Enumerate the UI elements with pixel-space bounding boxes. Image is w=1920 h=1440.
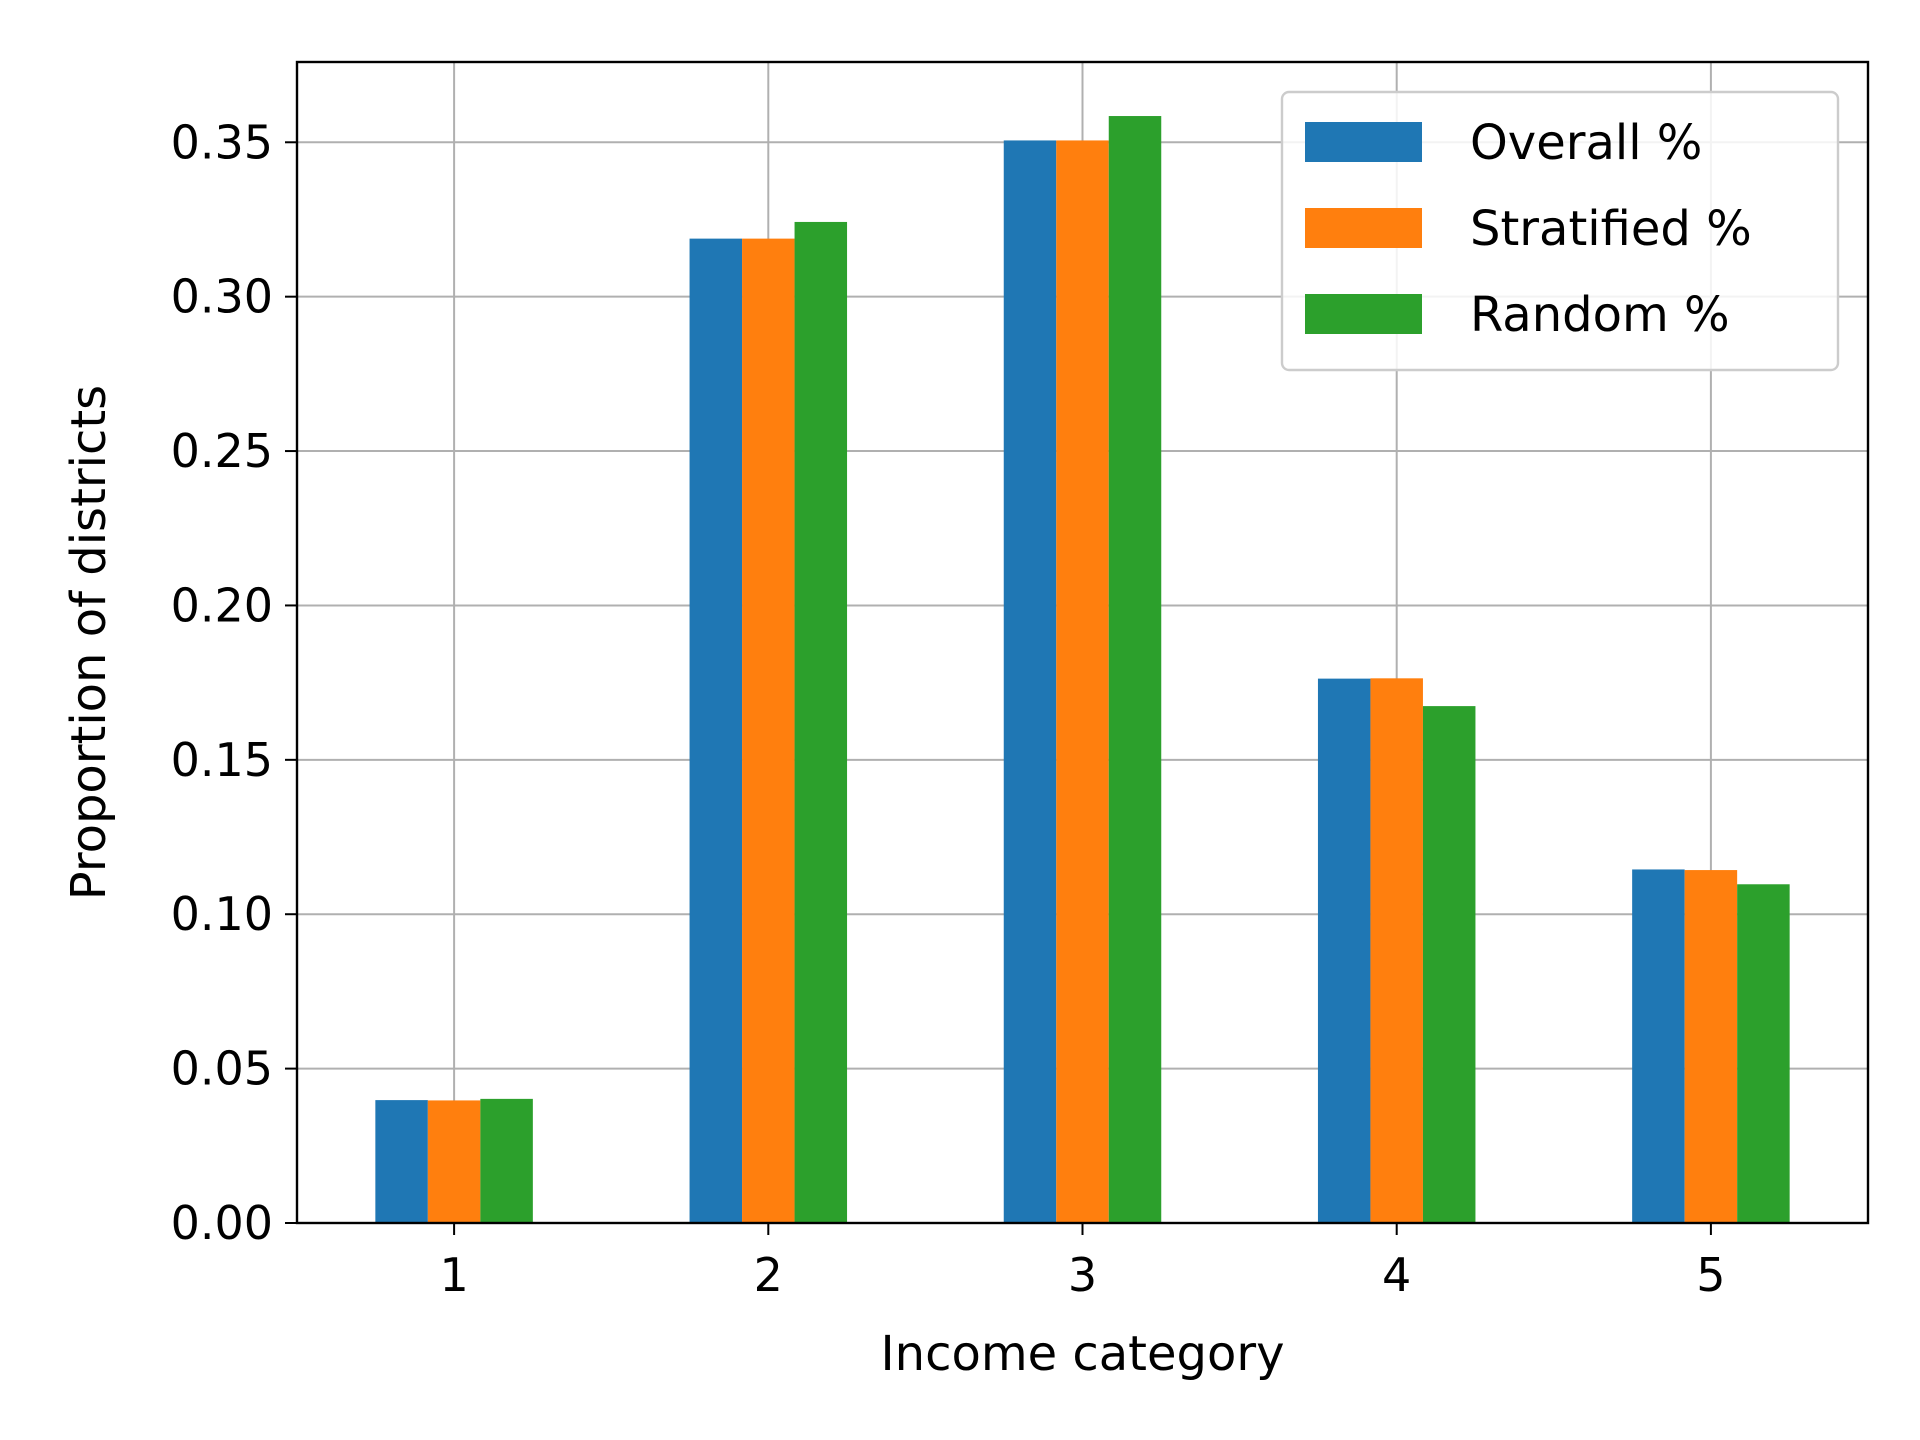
x-tick-label: 2: [754, 1248, 783, 1302]
y-tick-label: 0.35: [171, 115, 273, 169]
bar: [794, 221, 848, 1223]
bar: [689, 238, 743, 1223]
bar: [1684, 870, 1738, 1223]
legend-swatch: [1305, 122, 1422, 162]
bar: [1056, 140, 1109, 1224]
y-tick-label: 0.30: [171, 270, 273, 324]
legend-swatch: [1305, 294, 1422, 334]
bar: [1317, 678, 1371, 1223]
legend-label: Random %: [1470, 287, 1730, 343]
axis-ticks: 0.00 0.05 0.10 0.15 0.20 0.25 0.30 0.35 1 2 3 4 5: [171, 115, 1726, 1302]
bar: [1737, 884, 1790, 1223]
x-tick-label: 3: [1068, 1248, 1097, 1302]
bar: [1108, 116, 1162, 1224]
legend-swatch: [1305, 208, 1422, 248]
y-tick-label: 0.20: [171, 578, 273, 632]
x-tick-label: 5: [1696, 1248, 1725, 1302]
bar: [1632, 869, 1685, 1223]
legend: Overall % Stratified % Random %: [1280, 90, 1840, 372]
bar: [480, 1098, 533, 1223]
x-tick-label: 1: [439, 1248, 468, 1302]
y-tick-label: 0.15: [171, 733, 273, 787]
bar: [427, 1100, 481, 1223]
bars: [375, 116, 1790, 1224]
y-tick-label: 0.05: [171, 1042, 273, 1096]
x-axis-label: Income category: [880, 1326, 1284, 1382]
y-tick-label: 0.25: [171, 424, 273, 478]
bar: [1370, 678, 1423, 1223]
legend-label: Stratified %: [1470, 201, 1752, 257]
y-tick-label: 0.10: [171, 887, 273, 941]
y-tick-label: 0.00: [171, 1196, 273, 1250]
y-axis-label: Proportion of districts: [61, 385, 117, 900]
bar: [742, 238, 795, 1223]
bar: [375, 1100, 428, 1223]
bar: [1003, 140, 1057, 1224]
legend-label: Overall %: [1470, 115, 1702, 171]
x-tick-label: 4: [1382, 1248, 1411, 1302]
bar: [1422, 706, 1476, 1223]
